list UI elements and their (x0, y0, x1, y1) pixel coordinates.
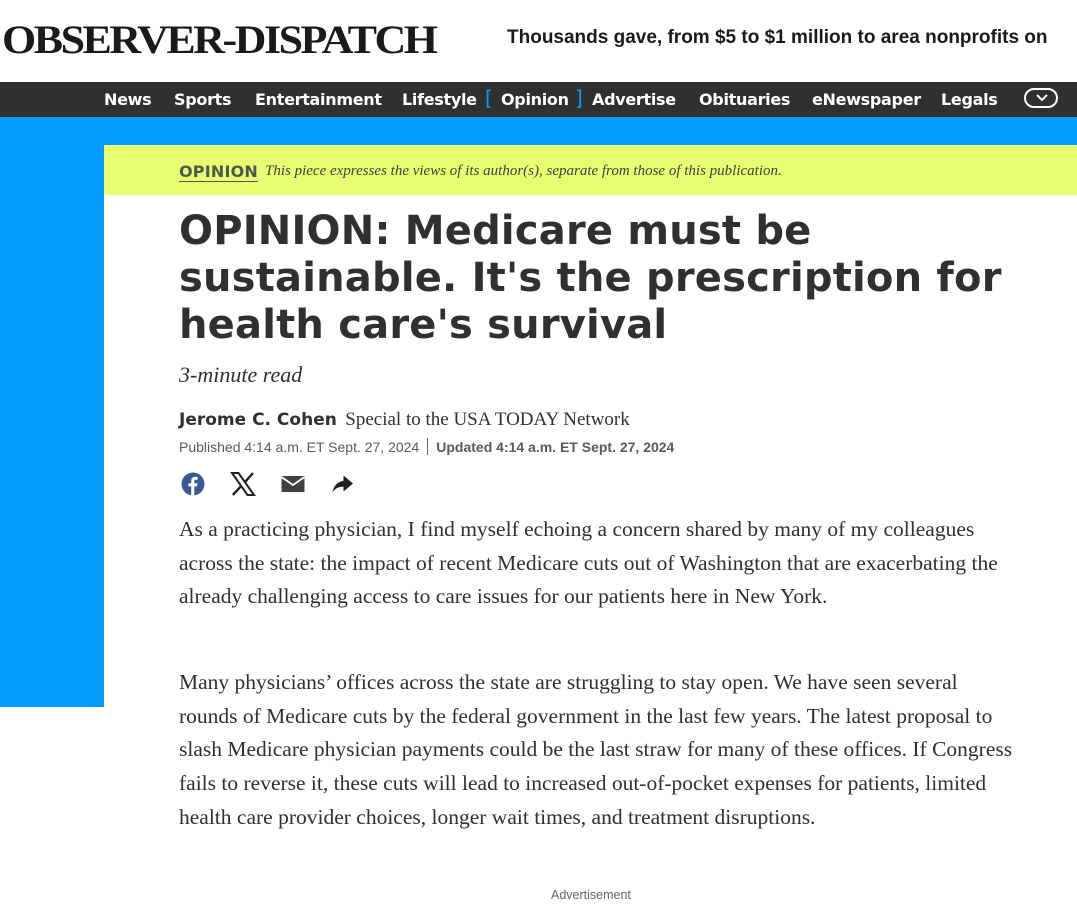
article-headline: OPINION: Medicare must be sustainable. I… (179, 208, 1002, 348)
facebook-icon (181, 472, 205, 496)
nav-item-entertainment[interactable]: Entertainment (255, 90, 382, 109)
headline-ticker[interactable]: Thousands gave, from $5 to $1 million to… (507, 27, 1048, 48)
advertisement-label: Advertisement (551, 888, 631, 902)
email-icon (280, 476, 306, 492)
publish-dates: Published 4:14 a.m. ET Sept. 27, 2024 Upd… (179, 437, 675, 457)
byline: Jerome C. Cohen Special to the USA TODAY… (179, 409, 630, 431)
email-share-button[interactable] (279, 470, 307, 498)
opinion-disclaimer: This piece expresses the views of its au… (265, 163, 782, 179)
opinion-banner: OPINION This piece expresses the views o… (104, 145, 1077, 195)
nav-active-bracket-right: ] (575, 86, 583, 110)
published-date: Published 4:14 a.m. ET Sept. 27, 2024 (179, 439, 420, 455)
read-time: 3-minute read (179, 362, 303, 387)
nav-item-obituaries[interactable]: Obituaries (699, 90, 791, 109)
nav-item-news[interactable]: News (104, 90, 152, 109)
section-color-rail (0, 117, 104, 707)
nav-item-enewspaper[interactable]: eNewspaper (812, 90, 921, 109)
nav-active-bracket-left: [ (485, 86, 493, 110)
share-arrow-icon (332, 475, 353, 493)
more-share-button[interactable] (329, 470, 357, 498)
author-affiliation: Special to the USA TODAY Network (345, 409, 630, 430)
facebook-share-button[interactable] (179, 470, 207, 498)
nav-more-toggle[interactable] (1024, 88, 1058, 108)
author-name[interactable]: Jerome C. Cohen (179, 410, 337, 430)
main-nav: News Sports Entertainment Lifestyle [ Op… (0, 82, 1077, 117)
nav-item-sports[interactable]: Sports (174, 90, 232, 109)
updated-date: Updated 4:14 a.m. ET Sept. 27, 2024 (436, 439, 675, 455)
section-color-strip (104, 117, 1077, 145)
nav-item-advertise[interactable]: Advertise (592, 90, 676, 109)
nav-item-opinion[interactable]: Opinion (501, 90, 569, 109)
opinion-label-link[interactable]: OPINION (179, 162, 259, 181)
nav-item-lifestyle[interactable]: Lifestyle (402, 90, 477, 109)
x-icon (230, 472, 256, 496)
chevron-down-icon (1036, 94, 1048, 102)
date-divider (427, 437, 429, 455)
article-paragraph: As a practicing physician, I find myself… (179, 517, 998, 609)
article-paragraph: Many physicians’ offices across the stat… (179, 670, 1013, 829)
site-logo[interactable]: Observer-Dispatch (2, 16, 438, 63)
nav-item-legals[interactable]: Legals (941, 90, 998, 109)
masthead: Observer-Dispatch Thousands gave, from $… (0, 0, 1077, 82)
x-share-button[interactable] (229, 470, 257, 498)
